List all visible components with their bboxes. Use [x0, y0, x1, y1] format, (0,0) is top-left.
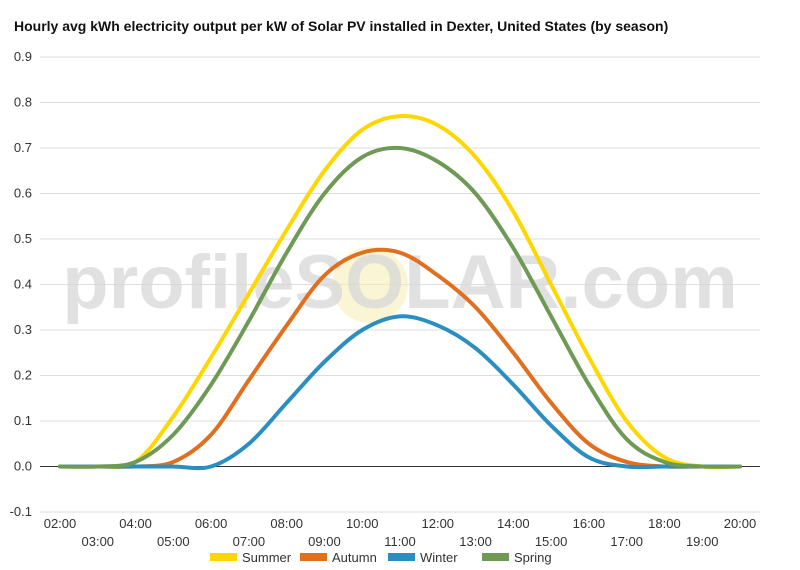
x-tick-label: 13:00 — [459, 534, 492, 549]
x-tick-label: 10:00 — [346, 516, 379, 531]
legend-label: Autumn — [332, 550, 377, 565]
x-tick-label: 18:00 — [648, 516, 681, 531]
legend-swatch — [210, 553, 237, 561]
x-tick-label: 14:00 — [497, 516, 530, 531]
x-tick-label: 16:00 — [573, 516, 606, 531]
chart-title: Hourly avg kWh electricity output per kW… — [14, 18, 669, 34]
legend-swatch — [482, 553, 509, 561]
y-tick-label: 0.3 — [14, 322, 32, 337]
y-tick-label: 0.8 — [14, 95, 32, 110]
x-tick-label: 20:00 — [724, 516, 757, 531]
x-tick-label: 07:00 — [233, 534, 266, 549]
y-tick-label: 0.2 — [14, 368, 32, 383]
series-lines — [58, 114, 742, 471]
y-tick-label: 0.7 — [14, 140, 32, 155]
x-tick-label: 05:00 — [157, 534, 190, 549]
legend-item-winter[interactable]: Winter — [388, 550, 458, 565]
legend-label: Spring — [514, 550, 552, 565]
x-tick-label: 15:00 — [535, 534, 568, 549]
legend-item-spring[interactable]: Spring — [482, 550, 552, 565]
y-axis: -0.1 0.0 0.1 0.2 0.3 0.4 0.5 0.6 0.7 0.8 0.9 — [10, 49, 32, 519]
legend-swatch — [300, 553, 327, 561]
legend-swatch — [388, 553, 415, 561]
x-tick-label: 08:00 — [270, 516, 303, 531]
legend-label: Winter — [420, 550, 458, 565]
legend-item-summer[interactable]: Summer — [210, 550, 292, 565]
x-tick-label: 02:00 — [44, 516, 77, 531]
y-tick-label: 0.4 — [14, 277, 32, 292]
x-tick-label: 04:00 — [119, 516, 152, 531]
series-line-spring — [58, 145, 742, 469]
x-tick-label: 17:00 — [610, 534, 643, 549]
x-axis: 02:00 03:00 04:00 05:00 06:00 07:00 08:00 09:00… — [44, 516, 757, 549]
series-line-autumn — [58, 247, 742, 469]
y-tick-label: 0.9 — [14, 49, 32, 64]
x-tick-label: 11:00 — [384, 534, 416, 549]
x-tick-label: 06:00 — [195, 516, 228, 531]
y-tick-label: 0.6 — [14, 186, 32, 201]
x-tick-label: 12:00 — [422, 516, 455, 531]
x-tick-label: 09:00 — [308, 534, 341, 549]
x-tick-label: 19:00 — [686, 534, 719, 549]
x-tick-label: 03:00 — [82, 534, 115, 549]
series-line-winter — [58, 314, 742, 471]
y-tick-label: 0.1 — [14, 413, 32, 428]
y-tick-label: -0.1 — [10, 504, 32, 519]
watermark-sun-icon — [332, 247, 408, 323]
series-line-summer — [58, 114, 742, 470]
legend-label: Summer — [242, 550, 292, 565]
y-tick-label: 0.5 — [14, 231, 32, 246]
y-tick-label: 0.0 — [14, 459, 32, 474]
legend-item-autumn[interactable]: Autumn — [300, 550, 377, 565]
legend: Summer Autumn Winter Spring — [210, 550, 552, 565]
